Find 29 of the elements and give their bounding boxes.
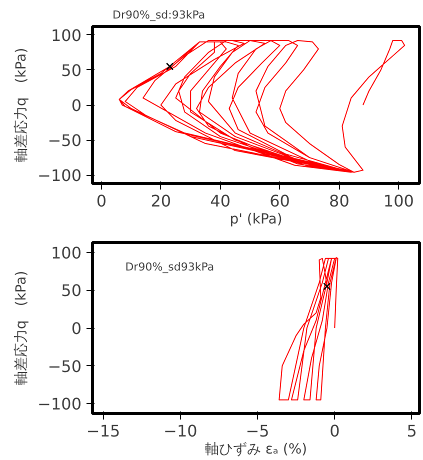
x-tick-label: −5 xyxy=(246,422,270,440)
x-axis-title: 軸ひずみ εₐ (%) xyxy=(204,442,308,458)
y-tick-label: 50 xyxy=(61,60,82,80)
y-tick-label: 50 xyxy=(61,281,82,300)
y-tick-label: −100 xyxy=(38,394,82,414)
x-tick-label: 0 xyxy=(330,422,340,440)
x-tick-label: 100 xyxy=(383,192,414,210)
x-tick-label: −10 xyxy=(164,422,198,440)
x-tick-label: 0 xyxy=(96,192,107,210)
y-axis-title: 軸差応力q (kPa) xyxy=(14,48,30,162)
chart-title: Dr90%_sd:93kPa xyxy=(112,8,206,22)
x-axis-title: p' (kPa) xyxy=(230,212,282,228)
x-tick-label: 20 xyxy=(150,192,172,210)
annotation: Dr90%_sd93kPa xyxy=(125,260,214,274)
y-axis-title: 軸差応力q (kPa) xyxy=(14,270,30,386)
y-tick-label: −100 xyxy=(38,166,82,186)
y-tick-label: −50 xyxy=(48,131,82,150)
y-tick-label: 0 xyxy=(71,96,82,115)
y-tick-label: 100 xyxy=(50,26,82,45)
x-tick-label: 5 xyxy=(406,422,417,440)
x-tick-label: −15 xyxy=(86,422,120,440)
y-tick-label: −50 xyxy=(48,356,82,376)
x-tick-label: 60 xyxy=(270,192,290,210)
y-tick-label: 100 xyxy=(50,243,82,262)
y-tick-label: 0 xyxy=(71,319,82,338)
line-series xyxy=(118,40,406,173)
line-series xyxy=(278,257,338,400)
x-tick-label: 80 xyxy=(329,192,350,210)
x-tick-label: 40 xyxy=(210,192,231,210)
